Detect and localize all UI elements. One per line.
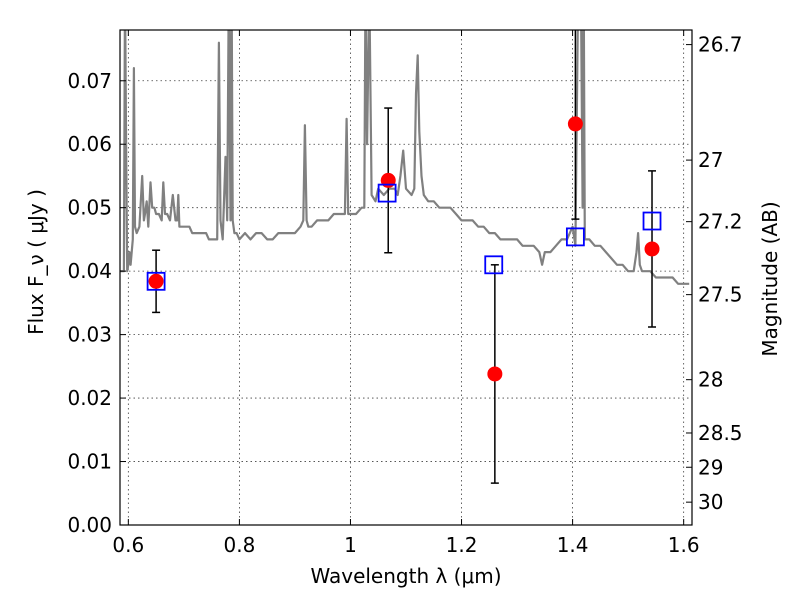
x-tick-label: 1	[344, 533, 357, 557]
model-point	[484, 255, 504, 275]
model-point	[642, 211, 662, 231]
x-axis-label: Wavelength λ (μm)	[310, 564, 501, 588]
spectrum-line	[120, 30, 690, 285]
y-tick-label: 0.05	[67, 196, 112, 220]
model-point	[565, 227, 585, 247]
spectrum-layer	[120, 30, 690, 285]
observed-point	[487, 366, 503, 382]
y-axis-right-label: Magnitude (AB)	[758, 201, 782, 356]
y-right-tick-label: 27	[698, 148, 723, 172]
observed-point	[380, 172, 396, 188]
observed-points	[148, 116, 660, 382]
y-right-tick-label: 28	[698, 368, 723, 392]
grid	[120, 30, 692, 526]
model-point	[146, 271, 166, 291]
x-tick-label: 1.4	[557, 533, 589, 557]
x-tick-label: 1.2	[446, 533, 478, 557]
y-tick-label: 0.01	[67, 450, 112, 474]
y-tick-label: 0.07	[67, 69, 112, 93]
plot-frame	[119, 29, 693, 526]
observed-point	[644, 241, 660, 257]
x-tick-label: 1.6	[668, 533, 700, 557]
y-tick-label: 0.02	[67, 386, 112, 410]
y-tick-label: 0.03	[67, 323, 112, 347]
model-point	[377, 183, 397, 203]
observed-point	[148, 273, 164, 289]
y-axis-label: Flux F_ν ( μJy )	[24, 189, 48, 335]
y-tick-label: 0.04	[67, 259, 112, 283]
ticks	[120, 30, 692, 526]
x-tick-label: 0.8	[223, 533, 255, 557]
y-right-tick-label: 27.2	[698, 210, 743, 234]
x-tick-label: 0.6	[112, 533, 144, 557]
model-points	[146, 183, 662, 291]
observed-point	[567, 116, 583, 132]
y-tick-label: 0.00	[67, 513, 112, 537]
y-right-tick-label: 30	[698, 490, 723, 514]
y-right-tick-label: 29	[698, 455, 723, 479]
y-tick-label: 0.06	[67, 132, 112, 156]
y-right-tick-label: 26.7	[698, 33, 743, 57]
y-right-tick-label: 28.5	[698, 421, 743, 445]
y-right-tick-label: 27.5	[698, 283, 743, 307]
tick-labels: 0.6 0.8 1 1.2 1.4 1.6 0.00 0.01 0.02 0.03 0.04 0.05…	[67, 33, 742, 557]
